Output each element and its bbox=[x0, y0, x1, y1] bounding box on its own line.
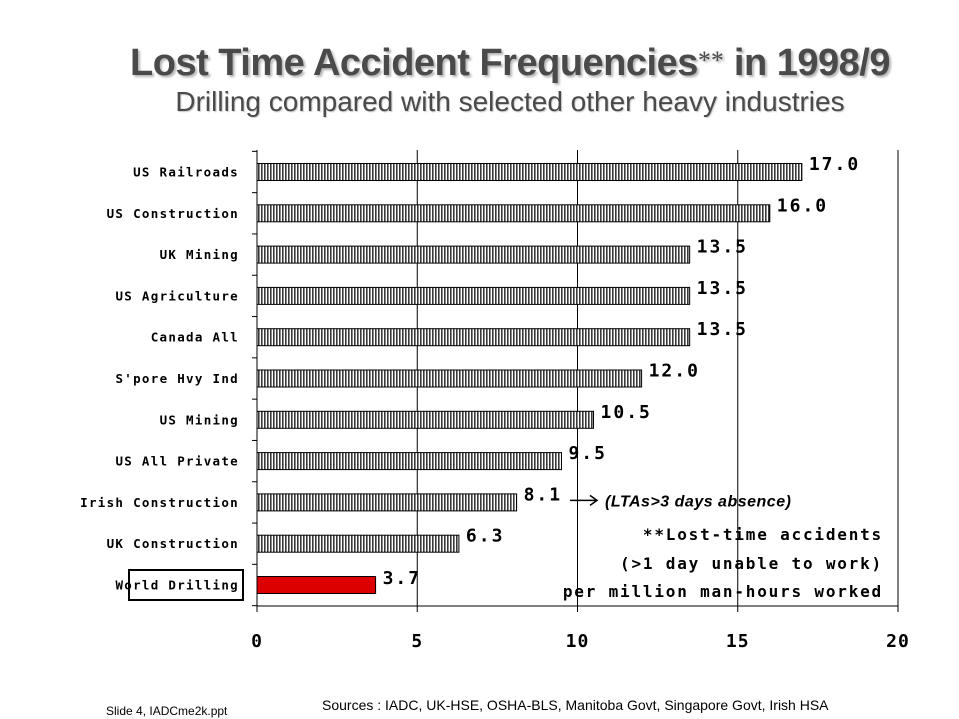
bar bbox=[256, 328, 691, 347]
bar bbox=[256, 493, 518, 512]
value-label: 16.0 bbox=[777, 195, 828, 216]
highlight-box bbox=[128, 569, 244, 601]
value-label: 13.5 bbox=[697, 319, 748, 340]
category-label: US Construction bbox=[107, 206, 239, 221]
category-label: UK Construction bbox=[107, 536, 239, 551]
bar bbox=[256, 410, 595, 429]
title-stars: ** bbox=[697, 46, 724, 75]
bar bbox=[256, 204, 771, 223]
title-main: Lost Time Accident Frequencies bbox=[130, 42, 698, 84]
value-label: 6.3 bbox=[466, 526, 505, 547]
slide-reference: Slide 4, IADCme2k.ppt bbox=[106, 704, 228, 718]
value-label: 13.5 bbox=[697, 237, 748, 258]
category-label: UK Mining bbox=[160, 247, 239, 262]
bar bbox=[256, 163, 803, 181]
x-tick-label: 20 bbox=[886, 631, 910, 652]
value-label: 9.5 bbox=[568, 443, 607, 464]
value-label: 13.5 bbox=[697, 278, 748, 299]
definition-line: per million man-hours worked bbox=[563, 582, 883, 601]
bar bbox=[256, 452, 562, 471]
value-label: 8.1 bbox=[524, 484, 563, 505]
category-label: US All Private bbox=[115, 454, 239, 469]
value-label: 10.5 bbox=[601, 402, 652, 423]
value-label: 17.0 bbox=[809, 154, 860, 175]
value-label: 12.0 bbox=[649, 361, 700, 382]
bar-highlight bbox=[256, 576, 377, 594]
category-label: Canada All bbox=[151, 330, 239, 345]
x-tick-label: 15 bbox=[726, 631, 750, 652]
value-label: 3.7 bbox=[383, 568, 422, 589]
arrow-icon bbox=[589, 494, 599, 507]
category-label: US Railroads bbox=[133, 165, 239, 180]
definition-line: **Lost-time accidents bbox=[643, 525, 883, 544]
category-label: World Drilling bbox=[115, 578, 239, 593]
bar bbox=[256, 286, 691, 305]
title-year: in 1998/9 bbox=[733, 42, 891, 84]
bar bbox=[256, 245, 691, 264]
chart-subtitle: Drilling compared with selected other he… bbox=[175, 86, 845, 117]
x-tick-label: 5 bbox=[411, 631, 423, 652]
bar bbox=[256, 369, 643, 388]
x-tick-label: 10 bbox=[566, 631, 590, 652]
x-tick-label: 0 bbox=[251, 631, 263, 652]
arrow-note: (LTAs>3 days absence) bbox=[605, 493, 791, 510]
chart-title: Lost Time Accident Frequencies** in 1998… bbox=[0, 42, 959, 85]
category-label: US Mining bbox=[160, 412, 239, 427]
bar bbox=[256, 534, 460, 553]
category-label: Irish Construction bbox=[80, 495, 239, 510]
definition-line: (>1 day unable to work) bbox=[620, 554, 883, 573]
category-label: US Agriculture bbox=[115, 288, 239, 303]
sources-note: Sources : IADC, UK-HSE, OSHA-BLS, Manito… bbox=[322, 697, 829, 713]
category-label: S'pore Hvy Ind bbox=[115, 371, 239, 386]
